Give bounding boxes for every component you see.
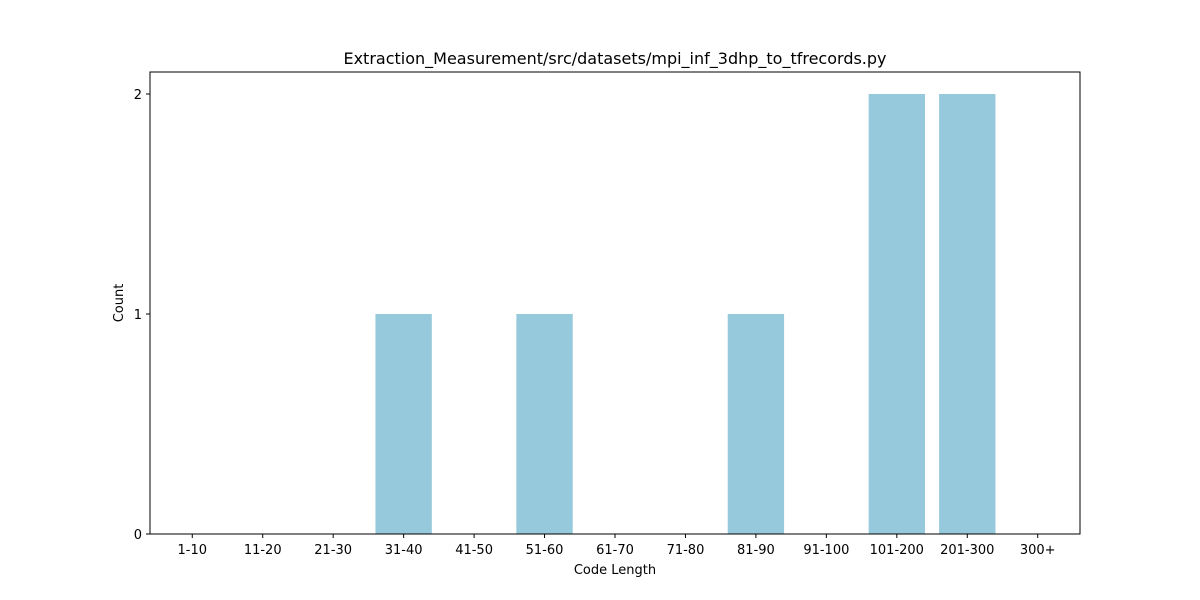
x-tick-label: 101-200 [870, 543, 924, 558]
x-tick-label: 91-100 [803, 543, 849, 558]
x-tick-label: 21-30 [314, 543, 352, 558]
x-tick-label: 81-90 [737, 543, 775, 558]
bar-81-90 [727, 314, 785, 534]
bar-51-60 [516, 314, 573, 534]
y-axis-label: Count [112, 284, 127, 323]
x-tick-label: 31-40 [385, 543, 423, 558]
x-tick-label: 71-80 [667, 543, 705, 558]
y-tick-label: 2 [134, 88, 142, 103]
bar-201-300 [939, 94, 996, 534]
x-tick-label: 300+ [1020, 543, 1056, 558]
chart-title: Extraction_Measurement/src/datasets/mpi_… [343, 49, 886, 69]
x-tick-label: 41-50 [455, 543, 493, 558]
x-tick-label: 11-20 [244, 543, 282, 558]
y-tick-label: 0 [134, 528, 142, 543]
x-tick-label: 201-300 [940, 543, 994, 558]
x-axis-ticks: 1-10 11-20 21-30 31-40 41-50 51-60 61-70 71-80 8… [178, 534, 1056, 558]
bar-31-40 [375, 314, 432, 534]
x-tick-label: 51-60 [526, 543, 564, 558]
x-axis-label: Code Length [574, 563, 656, 578]
y-tick-label: 1 [134, 308, 142, 323]
y-axis-ticks: 0 1 2 [134, 88, 150, 543]
x-tick-label: 61-70 [596, 543, 634, 558]
bars-group [375, 94, 996, 534]
bar-101-200 [868, 94, 925, 534]
x-tick-label: 1-10 [178, 543, 208, 558]
